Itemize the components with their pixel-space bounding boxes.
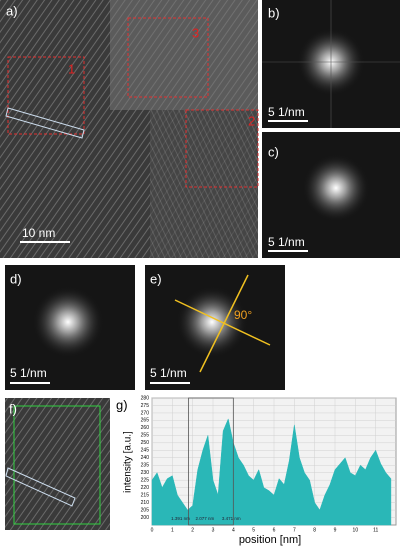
region-label: 3 xyxy=(192,25,199,40)
panel-label: e) xyxy=(150,271,162,286)
y-tick-label: 240 xyxy=(141,455,150,461)
y-tick-label: 230 xyxy=(141,470,150,476)
x-tick-label: 3 xyxy=(212,527,215,533)
y-axis-label: intensity [a.u.] xyxy=(123,431,134,493)
panel-label: c) xyxy=(268,144,279,159)
x-tick-label: 1 xyxy=(171,527,174,533)
panel-label: a) xyxy=(6,3,18,18)
scale-bar-label: 5 1/nm xyxy=(268,235,305,249)
y-tick-label: 275 xyxy=(141,403,150,409)
panel-label: b) xyxy=(268,5,280,20)
y-tick-label: 210 xyxy=(141,500,150,506)
scale-bar-label: 10 nm xyxy=(22,226,55,240)
scale-bar-label: 5 1/nm xyxy=(150,366,187,380)
y-tick-label: 215 xyxy=(141,492,150,498)
panel-c: c) 5 1/nm xyxy=(262,132,400,258)
y-tick-label: 205 xyxy=(141,507,150,513)
x-tick-label: 6 xyxy=(273,527,276,533)
panel-label: f) xyxy=(9,401,17,416)
scale-bar-label: 5 1/nm xyxy=(268,105,305,119)
y-tick-label: 265 xyxy=(141,418,150,424)
region-label: 2 xyxy=(248,113,255,128)
x-tick-label: 7 xyxy=(293,527,296,533)
panel-a: a) 1 2 3 10 nm xyxy=(0,0,259,258)
intensity-area xyxy=(151,418,392,526)
distance-annotation: 2.077 nm xyxy=(195,516,214,521)
y-tick-label: 255 xyxy=(141,433,150,439)
panel-b: b) 5 1/nm xyxy=(262,0,400,128)
selection-box xyxy=(188,397,234,526)
y-tick-label: 260 xyxy=(141,425,150,431)
x-tick-label: 8 xyxy=(313,527,316,533)
x-tick-label: 11 xyxy=(373,527,378,533)
y-tick-label: 235 xyxy=(141,463,150,469)
y-tick-label: 250 xyxy=(141,440,150,446)
x-tick-label: 10 xyxy=(353,527,359,533)
x-tick-label: 2 xyxy=(191,527,194,533)
y-tick-label: 220 xyxy=(141,485,150,491)
panel-e: 90° e) 5 1/nm xyxy=(145,265,285,390)
y-tick-label: 245 xyxy=(141,448,150,454)
distance-annotation: 1.391 nm xyxy=(171,516,190,521)
panel-label: g) xyxy=(116,397,128,412)
x-axis-label: position [nm] xyxy=(239,534,301,546)
panel-d: d) 5 1/nm xyxy=(5,265,135,390)
x-tick-label: 9 xyxy=(334,527,337,533)
panel-g: g) position [nm] intensity [a.u.] 200205… xyxy=(116,395,397,546)
scale-bar-label: 5 1/nm xyxy=(10,366,47,380)
panel-f: f) xyxy=(5,398,110,530)
y-tick-label: 200 xyxy=(141,515,150,521)
panel-label: d) xyxy=(10,271,22,286)
x-tick-label: 0 xyxy=(151,527,154,533)
angle-label: 90° xyxy=(234,308,252,322)
x-tick-label: 4 xyxy=(232,527,235,533)
y-tick-label: 270 xyxy=(141,410,150,416)
distance-annotation: 3.471 nm xyxy=(222,516,241,521)
region-label: 1 xyxy=(68,61,75,76)
x-tick-label: 5 xyxy=(252,527,255,533)
y-tick-label: 225 xyxy=(141,478,150,484)
y-tick-label: 280 xyxy=(141,395,150,401)
